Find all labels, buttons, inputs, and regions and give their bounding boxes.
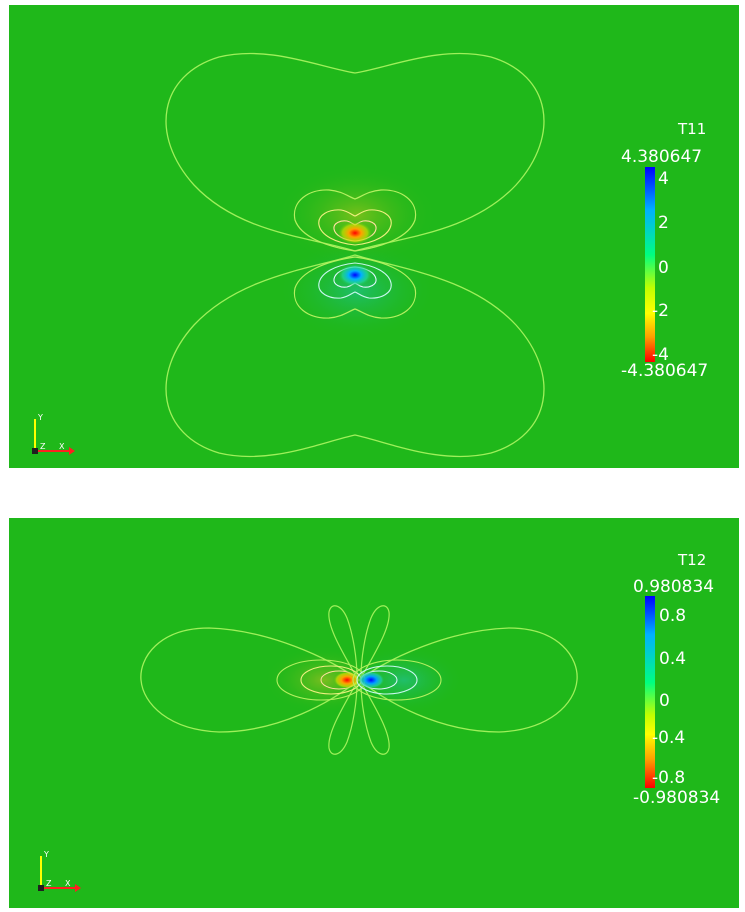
t12-outer-contour-left bbox=[140, 627, 361, 733]
t11-colorbar-tick-label: -4 bbox=[652, 345, 669, 365]
t11-outer-contour-lower bbox=[165, 254, 545, 458]
t12-petal-upper-right bbox=[360, 605, 390, 679]
t11-orientation-axes: Y Z X bbox=[32, 413, 75, 455]
t12-axis-y-label: Y bbox=[43, 850, 49, 859]
t12-colorbar-tick-label: -0.8 bbox=[652, 768, 686, 788]
t11-colorbar bbox=[645, 167, 655, 362]
t12-petal-upper-left bbox=[328, 605, 358, 679]
t12-blue-spot bbox=[357, 671, 385, 689]
t12-colorbar-tick-label: 0.8 bbox=[659, 606, 687, 626]
t11-colorbar-tick-label: 0 bbox=[658, 258, 669, 278]
t12-colorbar-max: 0.980834 bbox=[633, 577, 715, 597]
t12-colorbar-tick-label: 0.4 bbox=[659, 649, 687, 669]
t12-axis-z-label: Z bbox=[46, 879, 52, 888]
t12-orientation-axes: Y Z X bbox=[38, 850, 81, 892]
t11-colorbar-title: T11 bbox=[678, 120, 707, 138]
t11-colorbar-tick-label: 2 bbox=[658, 213, 669, 233]
t12-colorbar-min: -0.980834 bbox=[633, 788, 721, 808]
t11-colorbar-tick-label: -2 bbox=[652, 301, 669, 321]
t12-axis-x-label: X bbox=[65, 879, 71, 888]
t11-colorbar-min: -4.380647 bbox=[621, 361, 709, 381]
t11-mid-contour-upper bbox=[293, 189, 417, 252]
t12-colorbar bbox=[645, 596, 655, 788]
t12-background bbox=[9, 518, 739, 908]
t12-petal-lower-right bbox=[360, 681, 390, 755]
t12-mid-contour-right bbox=[352, 659, 442, 701]
t11-inner-contour-lower-a bbox=[318, 262, 392, 299]
t12-outer-contour-right bbox=[357, 627, 578, 733]
t11-axis-y-label: Y bbox=[37, 413, 43, 422]
t12-colorbar-tick-label: -0.4 bbox=[652, 728, 686, 748]
t11-inner-contour-upper-a bbox=[318, 209, 392, 246]
t11-red-spot bbox=[337, 221, 373, 245]
t11-plot-panel: T11 4.380647 4 2 0 -2 -4 -4.380647 Y Z X bbox=[9, 5, 739, 468]
t12-colorbar-tick-label: 0 bbox=[659, 691, 670, 711]
t11-colorbar-tick-label: 4 bbox=[658, 169, 669, 189]
t12-plot-panel: T12 0.980834 0.8 0.4 0 -0.4 -0.8 -0.9808… bbox=[9, 518, 739, 908]
t12-field-plot bbox=[9, 518, 739, 908]
t11-outer-contour-upper bbox=[165, 52, 545, 252]
t12-colorbar-title: T12 bbox=[678, 551, 707, 569]
t12-petal-lower-left bbox=[328, 681, 358, 755]
t11-axis-z-label: Z bbox=[40, 442, 46, 451]
t11-mid-contour-lower bbox=[293, 256, 417, 319]
t11-blue-spot bbox=[337, 263, 373, 287]
t11-axis-x-label: X bbox=[59, 442, 65, 451]
t11-colorbar-max: 4.380647 bbox=[621, 147, 703, 167]
t11-field-plot bbox=[9, 5, 739, 468]
